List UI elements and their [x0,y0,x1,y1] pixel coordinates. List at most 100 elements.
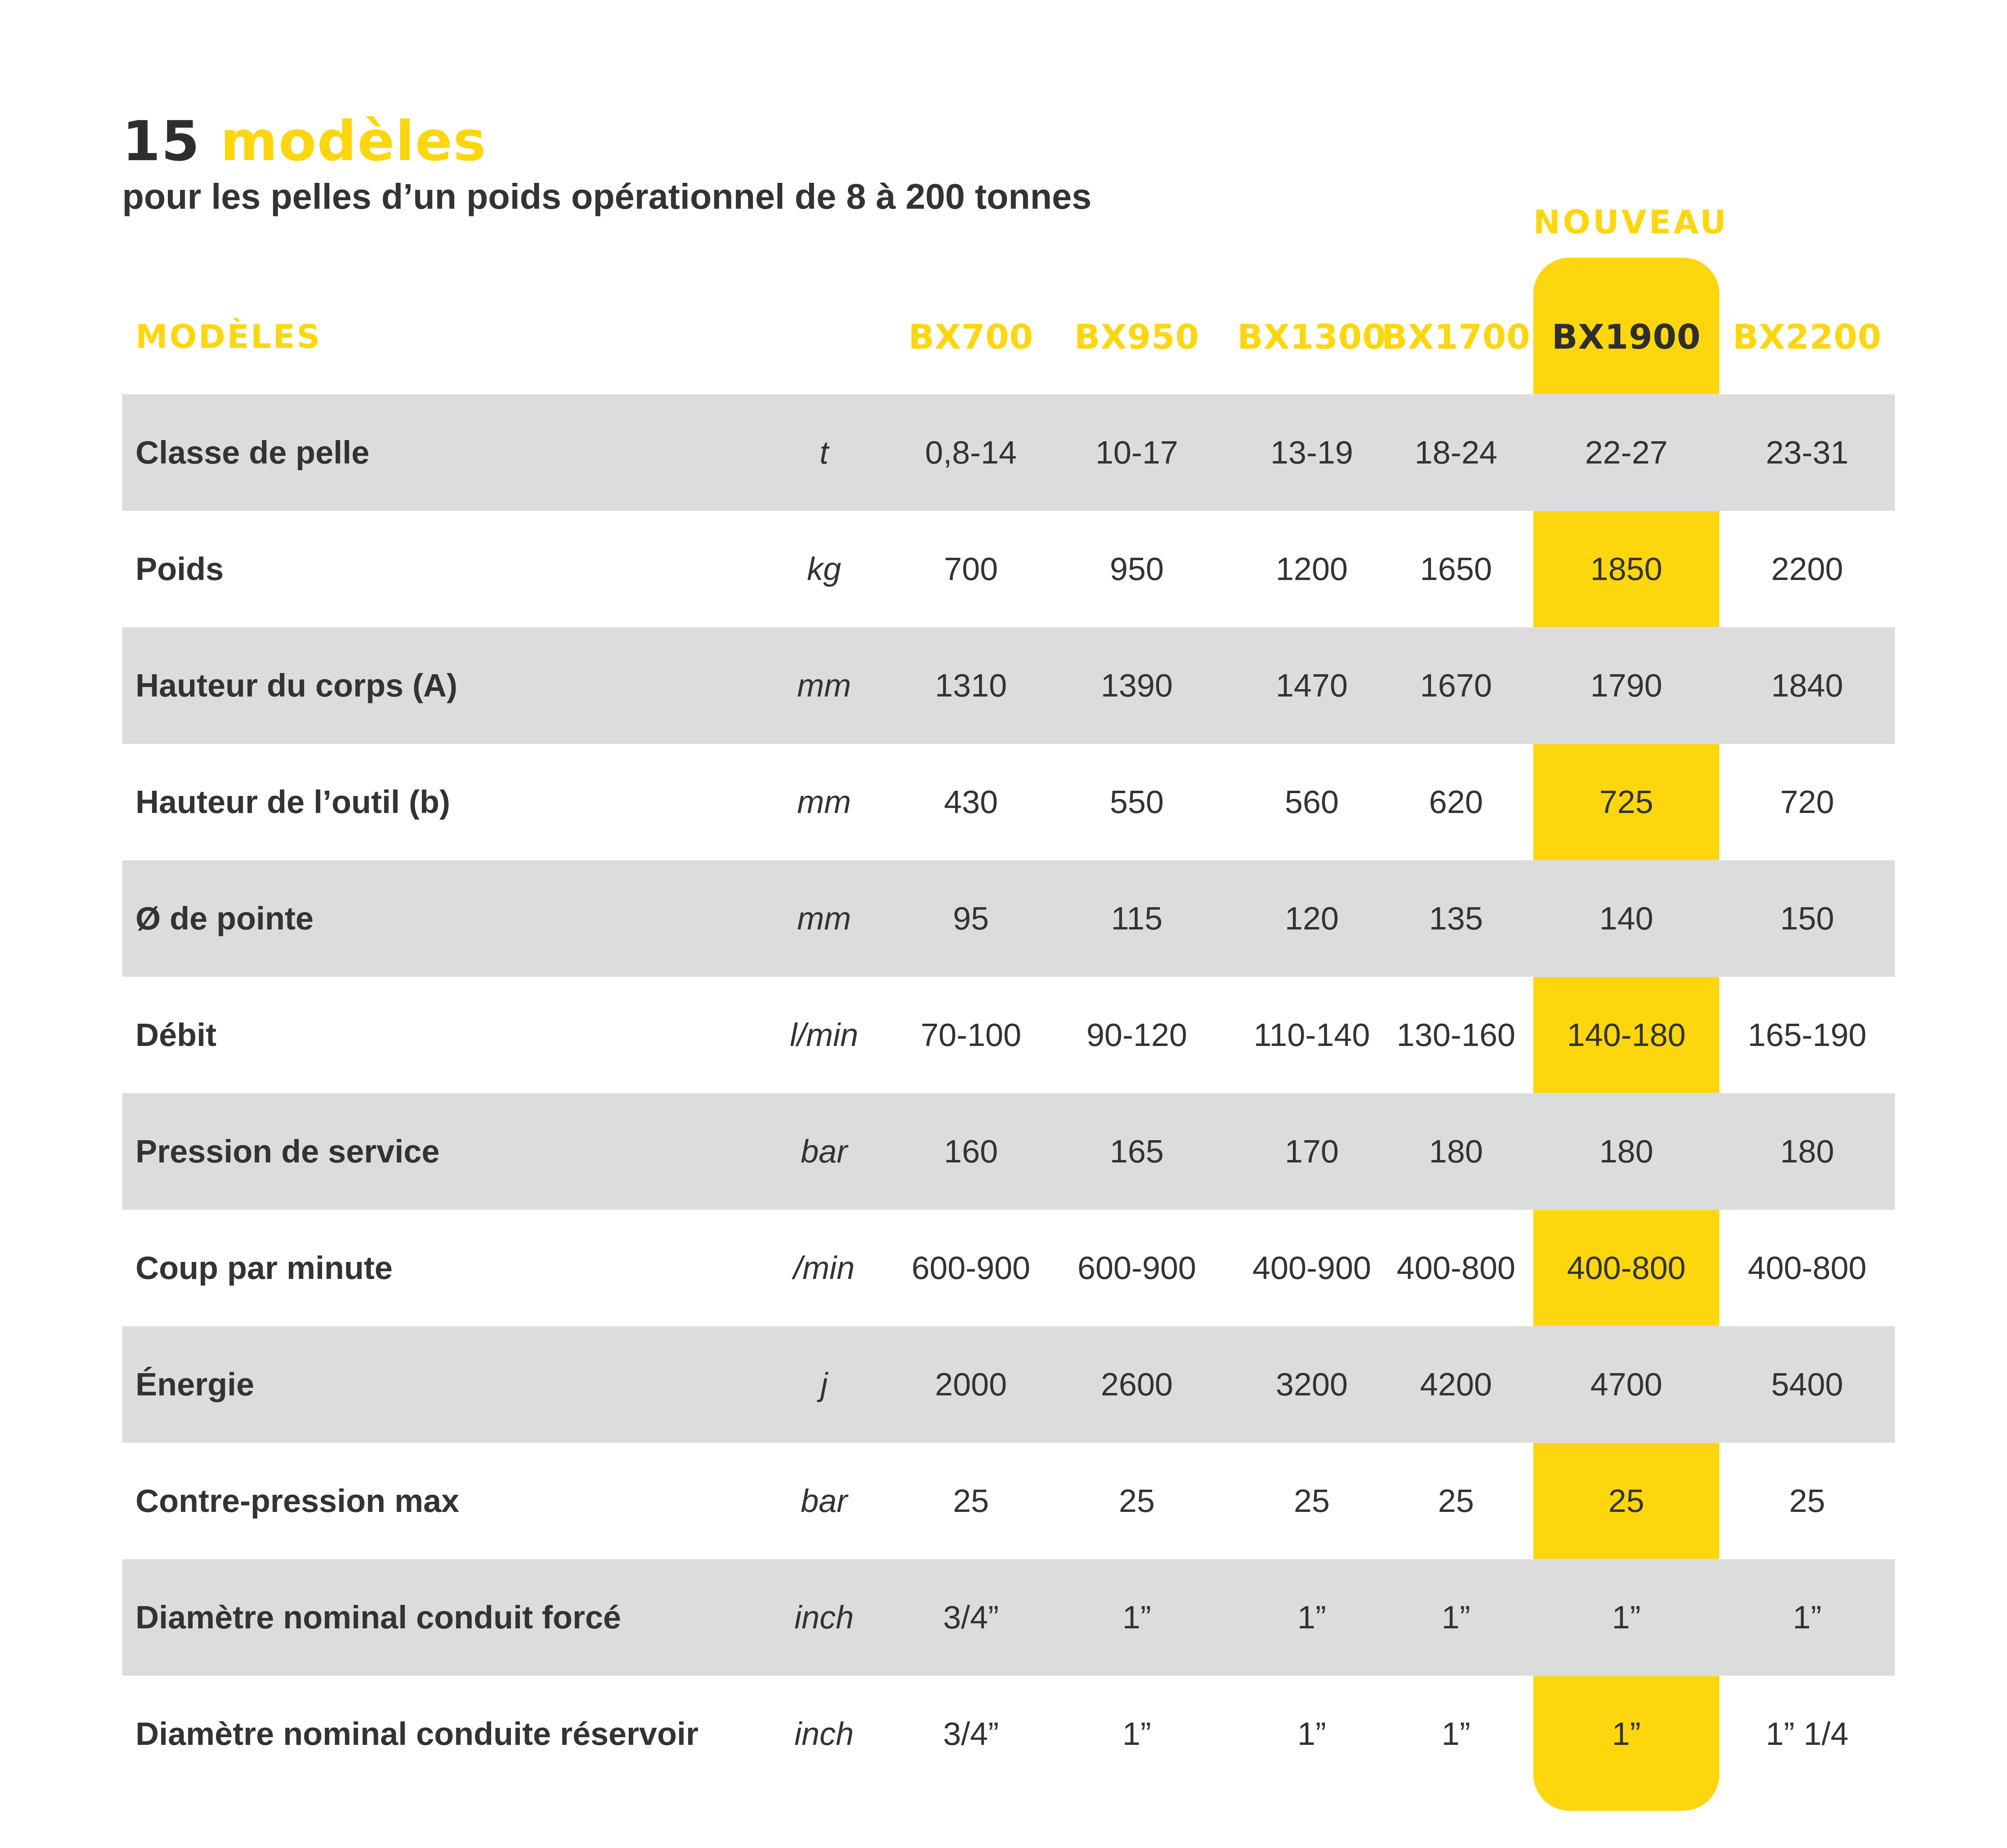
value-cell: 13-19 [1270,434,1353,470]
table-row: Poids kg 700 950 1200 1650 1850 2200 [122,511,1895,627]
value-cell: 720 [1780,784,1834,820]
value-cell: 170 [1284,1133,1339,1169]
row-label: Poids [136,551,224,587]
value-cell: 1650 [1420,551,1492,587]
highlight-column [1533,258,1719,1811]
row-unit: inch [794,1599,854,1635]
table-row: Classe de pelle t 0,8-14 10-17 13-19 18-24 22-… [122,394,1895,511]
value-cell-highlighted: 140 [1533,860,1719,977]
model-header-highlighted: BX1900 [1551,317,1701,357]
table-row: Contre-pression max bar 25 25 25 25 25 25 [122,1443,1895,1559]
row-label: Contre-pression max [136,1483,460,1519]
row-label: Hauteur de l’outil (b) [136,784,450,820]
value-cell: 400-800 [1748,1250,1867,1286]
value-cell: 3/4” [943,1716,999,1752]
header-label: MODÈLES [136,318,322,356]
row-unit: /min [793,1250,855,1286]
value-cell: 2600 [1101,1366,1173,1402]
value-cell-highlighted: 1790 [1533,627,1719,744]
value-cell: 150 [1780,900,1834,936]
value-cell-highlighted: 25 [1608,1483,1645,1519]
value-cell: 165 [1110,1133,1164,1169]
value-cell: 700 [944,551,998,587]
table-body: Classe de pelle t 0,8-14 10-17 13-19 18-24 22-… [122,394,1895,1792]
value-cell: 400-800 [1397,1250,1515,1286]
table-row: Diamètre nominal conduite réservoir inch 3… [122,1676,1895,1792]
value-cell: 70-100 [920,1017,1022,1053]
model-header: BX1700 [1381,317,1531,357]
row-unit: mm [797,900,851,936]
value-cell: 160 [944,1133,998,1169]
table-row: Pression de service bar 160 165 170 180 180 180 [122,1093,1895,1210]
title-word: modèles [220,110,487,174]
table-row: Hauteur de l’outil (b) mm 430 550 560 620 725 7… [122,744,1895,860]
value-cell: 18-24 [1414,434,1498,470]
table-row: Ø de pointe mm 95 115 120 135 140 150 [122,860,1895,977]
value-cell: 0,8-14 [925,434,1017,470]
value-cell: 4200 [1420,1366,1492,1402]
value-cell: 1310 [935,667,1007,703]
value-cell: 3/4” [943,1599,999,1635]
value-cell: 1470 [1276,667,1348,703]
value-cell: 10-17 [1095,434,1178,470]
value-cell: 180 [1429,1133,1483,1169]
table-row: Énergie j 2000 2600 3200 4200 4700 5400 [122,1326,1895,1443]
value-cell: 1200 [1276,551,1348,587]
value-cell: 430 [944,784,998,820]
row-unit: kg [807,551,841,587]
value-cell: 1” 1/4 [1765,1716,1849,1752]
row-unit: bar [801,1133,848,1169]
value-cell: 25 [1789,1483,1825,1519]
row-label: Pression de service [136,1133,440,1169]
value-cell: 620 [1429,784,1483,820]
value-cell: 135 [1429,900,1483,936]
table-header-row: MODÈLES BX700 BX950 BX1300 BX1700 BX1900… [122,279,1895,394]
title-number: 15 [122,110,201,174]
row-unit: bar [801,1483,848,1519]
header-unit [756,279,892,394]
row-label: Diamètre nominal conduite réservoir [136,1716,699,1752]
value-cell: 600-900 [911,1250,1030,1286]
value-cell: 1” [1441,1599,1471,1635]
row-unit: mm [797,667,851,703]
value-cell: 1” [1297,1599,1327,1635]
value-cell: 1” [1441,1716,1471,1752]
value-cell-highlighted: 180 [1533,1093,1719,1210]
value-cell: 110-140 [1253,1017,1370,1053]
value-cell: 1” [1793,1599,1822,1635]
row-unit: mm [797,784,851,820]
row-label: Ø de pointe [136,900,314,936]
value-cell: 120 [1284,900,1339,936]
page-title: 15 modèles [122,109,487,174]
value-cell: 25 [1119,1483,1155,1519]
value-cell: 400-900 [1252,1250,1371,1286]
value-cell: 115 [1111,900,1163,936]
row-label: Débit [136,1017,216,1053]
value-cell-highlighted: 140-180 [1567,1017,1686,1053]
value-cell: 950 [1110,551,1164,587]
row-unit: t [819,434,829,470]
value-cell: 5400 [1771,1366,1843,1402]
value-cell: 1670 [1420,667,1492,703]
value-cell: 1” [1122,1599,1151,1635]
value-cell-highlighted: 4700 [1533,1326,1719,1443]
value-cell-highlighted: 1850 [1590,551,1662,587]
row-label: Coup par minute [136,1250,393,1286]
page-subtitle: pour les pelles d’un poids opérationnel … [122,176,1092,216]
value-cell: 23-31 [1765,434,1849,470]
value-cell-highlighted: 400-800 [1567,1250,1686,1286]
value-cell: 2200 [1771,551,1843,587]
value-cell: 130-160 [1397,1017,1515,1053]
row-label: Hauteur du corps (A) [136,667,458,703]
model-header: BX1300 [1237,317,1386,357]
value-cell: 1390 [1101,667,1173,703]
value-cell: 550 [1110,784,1164,820]
row-label: Diamètre nominal conduit forcé [136,1599,621,1635]
table-row: Diamètre nominal conduit forcé inch 3/4” 1”… [122,1559,1895,1676]
value-cell: 560 [1284,784,1339,820]
value-cell-highlighted: 1” [1533,1559,1719,1676]
model-header: BX2200 [1732,317,1882,357]
value-cell-highlighted: 1” [1612,1716,1641,1752]
value-cell: 1” [1297,1716,1327,1752]
value-cell-highlighted: 22-27 [1533,394,1719,511]
